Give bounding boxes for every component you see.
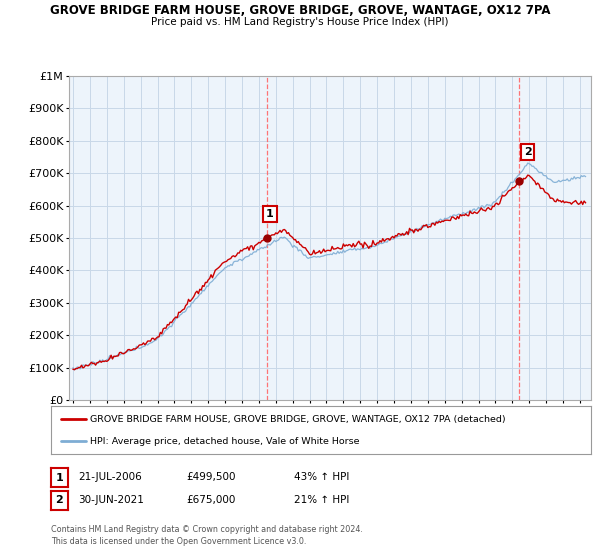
Text: Price paid vs. HM Land Registry's House Price Index (HPI): Price paid vs. HM Land Registry's House …	[151, 17, 449, 27]
Text: GROVE BRIDGE FARM HOUSE, GROVE BRIDGE, GROVE, WANTAGE, OX12 7PA (detached): GROVE BRIDGE FARM HOUSE, GROVE BRIDGE, G…	[90, 415, 506, 424]
Text: 1: 1	[56, 473, 63, 483]
Text: GROVE BRIDGE FARM HOUSE, GROVE BRIDGE, GROVE, WANTAGE, OX12 7PA: GROVE BRIDGE FARM HOUSE, GROVE BRIDGE, G…	[50, 4, 550, 17]
Text: Contains HM Land Registry data © Crown copyright and database right 2024.
This d: Contains HM Land Registry data © Crown c…	[51, 525, 363, 546]
Text: 43% ↑ HPI: 43% ↑ HPI	[294, 472, 349, 482]
Text: £675,000: £675,000	[186, 494, 235, 505]
Text: 2: 2	[524, 147, 532, 157]
Text: £499,500: £499,500	[186, 472, 235, 482]
Text: HPI: Average price, detached house, Vale of White Horse: HPI: Average price, detached house, Vale…	[90, 437, 359, 446]
Text: 1: 1	[266, 209, 274, 219]
Text: 21% ↑ HPI: 21% ↑ HPI	[294, 494, 349, 505]
Text: 30-JUN-2021: 30-JUN-2021	[78, 494, 144, 505]
Text: 2: 2	[56, 495, 63, 505]
Text: 21-JUL-2006: 21-JUL-2006	[78, 472, 142, 482]
